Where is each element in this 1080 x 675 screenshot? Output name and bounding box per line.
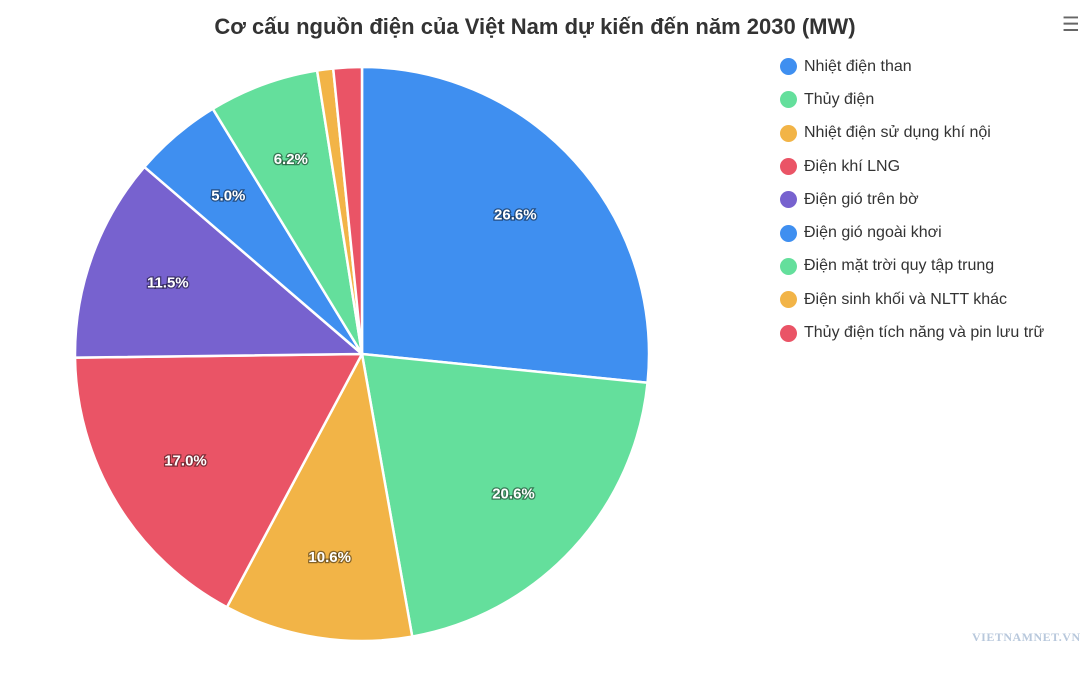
pie-data-label-1: 20.6% <box>492 485 535 502</box>
pie-data-label-6: 6.2% <box>274 151 308 168</box>
pie-data-label-4: 11.5% <box>147 274 189 291</box>
legend-label: Nhiệt điện than <box>804 57 912 75</box>
legend-label: Thủy điện tích năng và pin lưu trữ <box>804 324 1045 342</box>
legend-item-7[interactable]: Điện sinh khối và NLTT khác <box>780 283 1080 316</box>
pie-slice-8[interactable] <box>331 65 364 356</box>
legend-item-8[interactable]: Thủy điện tích năng và pin lưu trữ <box>780 316 1080 349</box>
legend-swatch-icon <box>780 257 797 275</box>
legend-swatch-icon <box>780 124 797 142</box>
legend-label: Thủy điện <box>804 90 875 108</box>
legend-item-3[interactable]: Điện khí LNG <box>780 150 1080 183</box>
legend-swatch-icon <box>780 91 797 109</box>
legend-swatch-icon <box>780 291 797 309</box>
pie-slice-0[interactable] <box>360 65 651 385</box>
hamburger-icon[interactable]: ☰ <box>1062 16 1078 34</box>
legend: Nhiệt điện than Thủy điện Nhiệt điện sử dụ… <box>780 50 1080 350</box>
legend-label: Điện gió ngoài khơi <box>804 224 942 242</box>
legend-swatch-icon <box>780 191 797 209</box>
watermark: VIETNAMNET.VN <box>972 630 1080 644</box>
pie-data-label-3: 17.0% <box>164 452 207 469</box>
legend-item-4[interactable]: Điện gió trên bờ <box>780 183 1080 216</box>
legend-label: Điện khí LNG <box>804 157 901 175</box>
legend-item-6[interactable]: Điện mặt trời quy tập trung <box>780 250 1080 283</box>
legend-item-5[interactable]: Điện gió ngoài khơi <box>780 216 1080 249</box>
legend-item-0[interactable]: Nhiệt điện than <box>780 50 1080 83</box>
legend-swatch-icon <box>780 158 797 176</box>
pie-chart: 26.6% 20.6% 10.6% 17.0% 11.5% 5.0% 6.2% <box>73 65 651 643</box>
pie-data-label-5: 5.0% <box>211 187 245 204</box>
pie-slice-4[interactable] <box>73 165 364 359</box>
legend-swatch-icon <box>780 58 797 76</box>
legend-label: Điện mặt trời quy tập trung <box>804 257 995 275</box>
pie-slice-3[interactable] <box>73 352 364 609</box>
pie-slice-2[interactable] <box>225 352 414 643</box>
pie-data-label-2: 10.6% <box>308 549 351 566</box>
legend-label: Điện gió trên bờ <box>804 190 919 208</box>
legend-swatch-icon <box>780 224 797 242</box>
pie-data-label-0: 26.6% <box>494 206 537 223</box>
chart-title: Cơ cấu nguồn điện của Việt Nam dự kiến đ… <box>214 14 856 39</box>
legend-item-1[interactable]: Thủy điện <box>780 83 1080 116</box>
legend-item-2[interactable]: Nhiệt điện sử dụng khí nội <box>780 117 1080 150</box>
legend-swatch-icon <box>780 324 797 342</box>
legend-label: Nhiệt điện sử dụng khí nội <box>804 124 991 142</box>
pie-slice-1[interactable] <box>360 352 649 638</box>
legend-label: Điện sinh khối và NLTT khác <box>804 290 1008 308</box>
